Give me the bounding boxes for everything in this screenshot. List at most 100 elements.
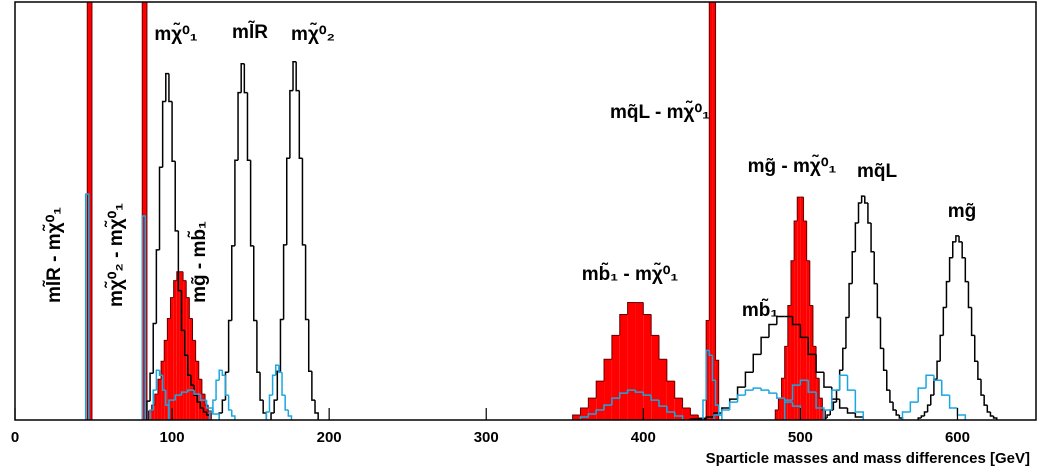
- histogram-bar: [709, 2, 713, 420]
- histogram-step: [815, 354, 824, 373]
- histogram-bar: [167, 318, 171, 420]
- histogram-step: [784, 345, 788, 379]
- histogram-step: [84, 193, 90, 420]
- histogram-bar: [164, 340, 168, 420]
- histogram-step: [215, 379, 220, 401]
- histogram-step: [846, 408, 856, 414]
- histogram-bar: [192, 340, 196, 420]
- histogram-step: [992, 416, 998, 420]
- histogram-bar: [643, 314, 652, 420]
- histogram-bar: [812, 346, 817, 420]
- histogram-step: [221, 399, 226, 414]
- histogram-bar: [659, 359, 667, 420]
- histogram-step: [161, 375, 166, 391]
- histogram-step: [205, 400, 213, 409]
- histogram-step: [618, 392, 628, 399]
- histogram-step: [193, 390, 201, 395]
- histogram-step: [848, 282, 853, 318]
- histogram-step: [161, 100, 166, 168]
- histogram-step: [227, 395, 232, 411]
- histogram-step: [149, 372, 154, 402]
- histogram-step: [285, 157, 290, 245]
- histogram-bar: [809, 305, 813, 420]
- histogram-step: [666, 359, 675, 382]
- histogram-step: [231, 245, 235, 321]
- histogram-bar: [173, 280, 177, 420]
- histogram-step: [86, 2, 93, 420]
- histogram-bar: [580, 408, 589, 420]
- histogram-step: [776, 393, 785, 399]
- histogram-step: [311, 371, 316, 401]
- histogram-step: [744, 389, 754, 396]
- histogram-step: [806, 220, 810, 262]
- annotation: mq̃L: [857, 161, 898, 182]
- x-tick-label: 200: [317, 429, 342, 446]
- histogram-step: [237, 91, 242, 161]
- histogram-step: [289, 89, 294, 159]
- histogram-step: [278, 365, 283, 373]
- histogram-step: [579, 416, 589, 420]
- annotation: mg̃ - mχ̃⁰₁: [748, 154, 837, 177]
- histogram-step: [832, 401, 837, 411]
- histogram-step: [752, 387, 762, 391]
- histogram-step: [791, 316, 801, 326]
- histogram-step: [301, 158, 306, 246]
- histogram-step: [619, 314, 628, 336]
- histogram-step: [711, 355, 716, 381]
- histogram-step: [218, 369, 223, 381]
- histogram-step: [961, 241, 966, 259]
- annotation: mχ̃⁰₁: [154, 22, 197, 45]
- histogram-step: [925, 374, 934, 389]
- histogram-step: [948, 395, 958, 409]
- histogram-bar: [142, 2, 147, 420]
- histogram-step: [838, 399, 848, 409]
- annotation: mχ̃⁰₂ - mχ̃⁰₁: [104, 203, 127, 307]
- histogram-step: [715, 2, 720, 420]
- histogram-step: [791, 384, 801, 401]
- histogram-bar: [189, 318, 193, 420]
- histogram-step: [279, 318, 284, 372]
- histogram-step: [781, 377, 785, 399]
- histogram-step: [787, 305, 791, 347]
- histogram-step: [909, 401, 919, 413]
- histogram-step: [964, 257, 969, 283]
- annotation: mb̃₁: [742, 298, 779, 321]
- histogram-step: [191, 318, 196, 341]
- histogram-step: [851, 251, 856, 284]
- histogram-step: [882, 348, 887, 371]
- histogram-step: [190, 375, 195, 386]
- histogram-step: [845, 316, 850, 349]
- histogram-step: [196, 395, 201, 403]
- histogram-step: [917, 387, 927, 403]
- histogram-step: [920, 415, 925, 419]
- histogram-step: [298, 90, 303, 160]
- histogram-step: [799, 324, 809, 339]
- histogram-step: [273, 399, 278, 414]
- histogram-step: [658, 400, 667, 407]
- histogram-step: [854, 413, 864, 420]
- histogram-step: [174, 161, 179, 232]
- histogram-step: [231, 410, 236, 420]
- histogram-step: [165, 72, 169, 102]
- histogram-bar: [588, 398, 597, 420]
- histogram-bar: [627, 302, 636, 420]
- histogram-step: [713, 414, 722, 420]
- histogram-bar: [170, 297, 174, 420]
- histogram-bar: [819, 398, 823, 420]
- histogram-step: [154, 393, 158, 406]
- histogram-step: [708, 350, 713, 357]
- histogram-step: [933, 375, 942, 381]
- histogram-bar: [596, 381, 605, 420]
- histogram-step: [886, 370, 890, 391]
- histogram-step: [268, 394, 273, 413]
- histogram-step: [666, 406, 675, 413]
- histogram-step: [603, 358, 612, 382]
- histogram-step: [768, 323, 777, 338]
- histogram-step: [752, 353, 762, 373]
- histogram-bar: [715, 360, 719, 420]
- histogram-step: [193, 385, 198, 396]
- histogram-step: [171, 101, 176, 162]
- annotation: mχ̃⁰₂: [291, 22, 335, 45]
- histogram-step: [838, 374, 848, 391]
- histogram-bar: [794, 220, 798, 420]
